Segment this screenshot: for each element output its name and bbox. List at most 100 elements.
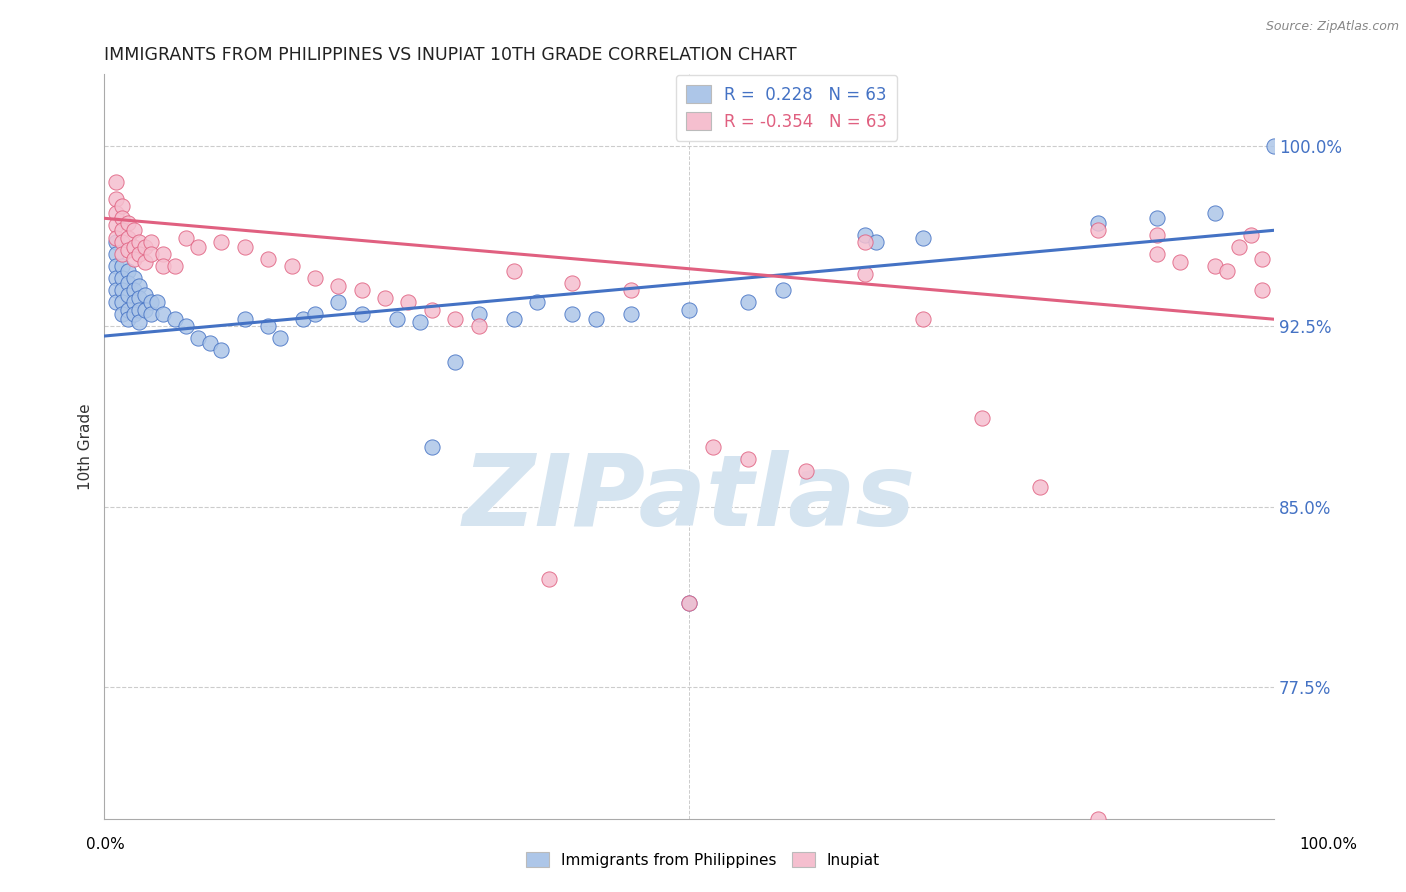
Point bbox=[526, 295, 548, 310]
Point bbox=[105, 295, 128, 310]
Point bbox=[105, 192, 128, 206]
Point bbox=[122, 223, 145, 237]
Point bbox=[128, 278, 150, 293]
Point bbox=[174, 319, 197, 334]
Point bbox=[374, 291, 396, 305]
Point bbox=[853, 267, 876, 281]
Point bbox=[304, 307, 326, 321]
Point bbox=[737, 451, 759, 466]
Point bbox=[152, 260, 174, 274]
Point bbox=[385, 312, 408, 326]
Point bbox=[122, 295, 145, 310]
Point bbox=[134, 254, 156, 268]
Point bbox=[257, 319, 280, 334]
Point bbox=[702, 440, 724, 454]
Point bbox=[678, 596, 700, 610]
Point bbox=[105, 235, 128, 250]
Point bbox=[128, 235, 150, 250]
Point bbox=[444, 355, 467, 369]
Point bbox=[561, 307, 583, 321]
Point bbox=[111, 247, 134, 261]
Point bbox=[105, 260, 128, 274]
Point bbox=[122, 271, 145, 285]
Point bbox=[420, 440, 443, 454]
Point bbox=[122, 284, 145, 298]
Point bbox=[1251, 252, 1274, 267]
Point bbox=[620, 284, 643, 298]
Point bbox=[1204, 260, 1226, 274]
Point bbox=[117, 243, 139, 257]
Point bbox=[141, 247, 163, 261]
Point bbox=[128, 291, 150, 305]
Point bbox=[122, 307, 145, 321]
Point bbox=[105, 206, 128, 220]
Point bbox=[233, 312, 256, 326]
Point bbox=[105, 271, 128, 285]
Legend: Immigrants from Philippines, Inupiat: Immigrants from Philippines, Inupiat bbox=[520, 846, 886, 873]
Point bbox=[141, 307, 163, 321]
Point bbox=[105, 284, 128, 298]
Point bbox=[174, 230, 197, 244]
Point bbox=[1087, 216, 1109, 230]
Point bbox=[146, 295, 169, 310]
Point bbox=[970, 410, 993, 425]
Point bbox=[1239, 228, 1261, 243]
Point bbox=[292, 312, 315, 326]
Point bbox=[198, 336, 221, 351]
Point bbox=[537, 572, 560, 586]
Text: Source: ZipAtlas.com: Source: ZipAtlas.com bbox=[1265, 20, 1399, 33]
Point bbox=[105, 219, 128, 233]
Point bbox=[117, 230, 139, 244]
Point bbox=[233, 240, 256, 254]
Point bbox=[502, 264, 524, 278]
Point bbox=[1087, 223, 1109, 237]
Point bbox=[561, 276, 583, 290]
Point bbox=[117, 276, 139, 290]
Y-axis label: 10th Grade: 10th Grade bbox=[79, 403, 93, 490]
Point bbox=[111, 307, 134, 321]
Point bbox=[163, 312, 186, 326]
Point bbox=[304, 271, 326, 285]
Point bbox=[117, 264, 139, 278]
Point bbox=[128, 247, 150, 261]
Point bbox=[269, 331, 291, 345]
Point bbox=[122, 252, 145, 267]
Point bbox=[467, 307, 489, 321]
Point bbox=[420, 302, 443, 317]
Point bbox=[128, 302, 150, 317]
Point bbox=[117, 312, 139, 326]
Point bbox=[257, 252, 280, 267]
Point bbox=[152, 307, 174, 321]
Point bbox=[111, 235, 134, 250]
Point bbox=[141, 235, 163, 250]
Point bbox=[794, 464, 817, 478]
Point bbox=[111, 211, 134, 226]
Point bbox=[122, 240, 145, 254]
Point bbox=[444, 312, 467, 326]
Point bbox=[620, 307, 643, 321]
Point bbox=[187, 240, 209, 254]
Point bbox=[111, 271, 134, 285]
Point bbox=[350, 284, 373, 298]
Point bbox=[409, 315, 432, 329]
Point bbox=[209, 235, 232, 250]
Text: 100.0%: 100.0% bbox=[1299, 838, 1358, 852]
Point bbox=[772, 284, 794, 298]
Point bbox=[585, 312, 607, 326]
Point bbox=[105, 230, 128, 244]
Point bbox=[1146, 211, 1168, 226]
Point bbox=[1227, 240, 1250, 254]
Point bbox=[141, 295, 163, 310]
Point bbox=[117, 216, 139, 230]
Point bbox=[328, 278, 350, 293]
Point bbox=[152, 247, 174, 261]
Legend: R =  0.228   N = 63, R = -0.354   N = 63: R = 0.228 N = 63, R = -0.354 N = 63 bbox=[676, 75, 897, 141]
Point bbox=[737, 295, 759, 310]
Point bbox=[111, 284, 134, 298]
Point bbox=[105, 247, 128, 261]
Point bbox=[1263, 139, 1285, 153]
Point bbox=[328, 295, 350, 310]
Point bbox=[117, 288, 139, 302]
Text: 0.0%: 0.0% bbox=[86, 838, 125, 852]
Point bbox=[1170, 254, 1192, 268]
